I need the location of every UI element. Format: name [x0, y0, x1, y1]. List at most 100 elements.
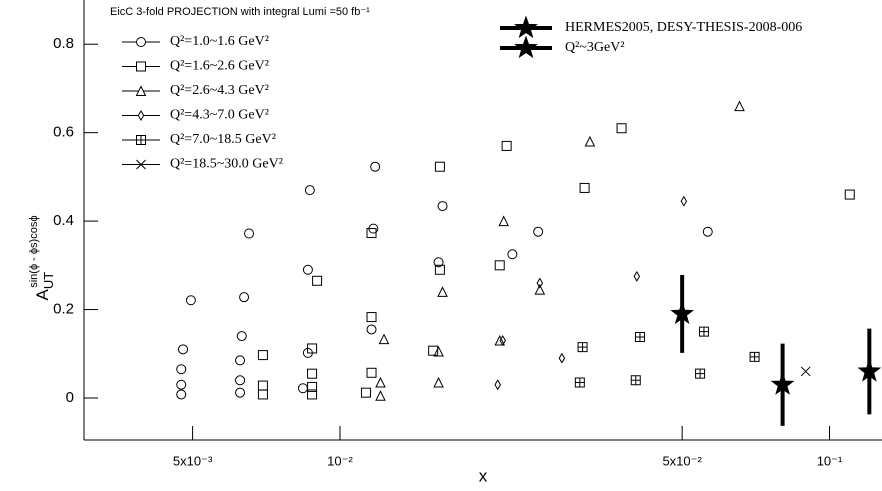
point — [137, 110, 145, 121]
point — [136, 61, 146, 72]
point — [136, 135, 146, 145]
y-axis-label: AUTsin(ϕ - ϕs)cosϕ — [28, 216, 57, 301]
point — [437, 286, 448, 297]
point — [366, 312, 377, 323]
point — [370, 161, 381, 172]
point — [499, 335, 506, 346]
point — [366, 324, 377, 335]
point — [680, 195, 688, 207]
point — [257, 350, 268, 361]
y-tick-label: 0 — [66, 389, 74, 406]
point — [734, 100, 745, 112]
point — [302, 264, 313, 275]
point — [185, 295, 196, 306]
point — [616, 123, 627, 134]
y-tick-label: 0.4 — [53, 212, 74, 229]
point — [630, 375, 641, 386]
point — [702, 226, 713, 237]
y-label-sub: UT — [41, 272, 56, 289]
point — [670, 301, 694, 325]
point — [749, 351, 760, 362]
point — [235, 387, 246, 398]
point — [698, 326, 709, 337]
legend-label: HERMES2005, DESY-THESIS-2008-006 — [565, 20, 802, 35]
point — [857, 359, 882, 382]
point — [235, 375, 246, 386]
point — [577, 342, 588, 353]
point — [800, 366, 811, 377]
point — [507, 249, 518, 260]
point — [844, 189, 855, 200]
point — [498, 215, 510, 227]
point — [428, 345, 439, 356]
point — [176, 389, 187, 400]
y-tick-label: 0.2 — [53, 301, 74, 318]
point — [244, 228, 255, 239]
y-tick-label: 0.6 — [53, 124, 74, 141]
point — [633, 270, 641, 282]
y-label-sup: sin(ϕ - ϕs)cosϕ — [28, 216, 40, 288]
x-tick-label: 10⁻² — [327, 453, 353, 468]
x-tick-label: 5x10⁻³ — [173, 453, 213, 468]
point — [433, 376, 444, 388]
point — [514, 35, 538, 59]
point — [434, 264, 445, 275]
point — [307, 368, 318, 379]
point — [307, 343, 318, 354]
point — [437, 201, 448, 212]
point — [501, 140, 512, 151]
point — [375, 376, 386, 388]
x-tick-label: 10⁻¹ — [817, 453, 843, 468]
point — [433, 257, 444, 268]
y-tick-label: 0.8 — [53, 35, 74, 52]
point — [536, 277, 544, 289]
point — [558, 352, 566, 364]
point — [135, 85, 147, 96]
point — [176, 379, 187, 390]
point — [574, 377, 585, 388]
y-label-main: A — [33, 288, 52, 300]
point — [178, 344, 189, 355]
point — [136, 37, 146, 47]
point — [494, 260, 505, 271]
point — [366, 367, 377, 378]
point — [136, 159, 146, 170]
point — [360, 387, 371, 398]
point — [494, 379, 501, 391]
legend-label: Q²=4.3~7.0 GeV² — [170, 108, 269, 123]
point — [236, 331, 247, 342]
legend-label: Q²=2.6~4.3 GeV² — [170, 83, 269, 98]
legend-label: Q²=1.6~2.6 GeV² — [170, 59, 269, 74]
point — [434, 161, 445, 172]
point — [534, 284, 546, 295]
point — [584, 135, 596, 147]
legend-label: Q²=1.0~1.6 GeV² — [170, 34, 269, 49]
x-axis-label: x — [479, 466, 488, 485]
point — [366, 228, 377, 239]
point — [304, 185, 315, 196]
point — [634, 331, 645, 342]
point — [579, 182, 590, 193]
point — [494, 334, 506, 346]
point — [176, 364, 187, 375]
point — [235, 355, 246, 366]
point — [239, 292, 250, 303]
point — [433, 345, 444, 357]
point — [695, 368, 706, 379]
point — [297, 383, 308, 394]
point — [307, 381, 318, 392]
legend-title: EicC 3-fold PROJECTION with integral Lum… — [110, 6, 370, 18]
point — [378, 333, 390, 345]
point — [770, 372, 795, 395]
x-tick-label: 5x10⁻² — [662, 453, 702, 468]
legend-label: Q²=7.0~18.5 GeV² — [170, 132, 276, 147]
legend-label: Q²=18.5~30.0 GeV² — [170, 157, 283, 172]
point — [514, 15, 538, 39]
point — [312, 275, 323, 286]
point — [257, 389, 268, 400]
legend-label: Q²~3GeV² — [565, 40, 625, 55]
point — [257, 380, 268, 391]
point — [307, 389, 318, 400]
